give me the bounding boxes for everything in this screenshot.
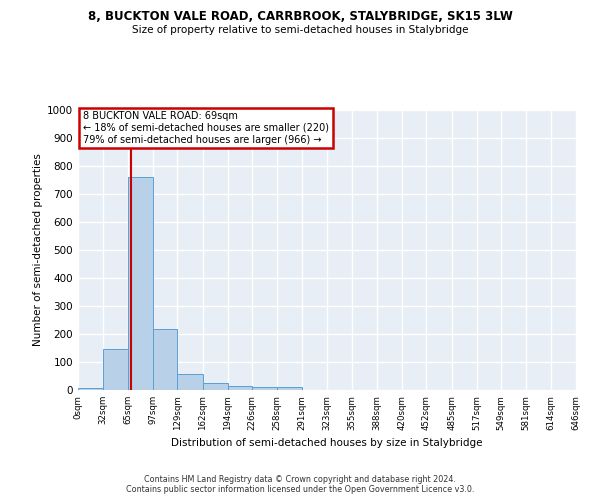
Bar	[203, 383, 227, 390]
X-axis label: Distribution of semi-detached houses by size in Stalybridge: Distribution of semi-detached houses by …	[171, 438, 483, 448]
Text: Contains HM Land Registry data © Crown copyright and database right 2024.
Contai: Contains HM Land Registry data © Crown c…	[126, 474, 474, 494]
Y-axis label: Number of semi-detached properties: Number of semi-detached properties	[33, 154, 43, 346]
Text: 8, BUCKTON VALE ROAD, CARRBROOK, STALYBRIDGE, SK15 3LW: 8, BUCKTON VALE ROAD, CARRBROOK, STALYBR…	[88, 10, 512, 23]
Text: Size of property relative to semi-detached houses in Stalybridge: Size of property relative to semi-detach…	[132, 25, 468, 35]
Bar	[78, 388, 103, 390]
Bar	[252, 386, 277, 390]
Bar	[178, 374, 203, 390]
Bar	[227, 386, 252, 390]
Bar	[103, 350, 128, 390]
Text: 8 BUCKTON VALE ROAD: 69sqm
← 18% of semi-detached houses are smaller (220)
79% o: 8 BUCKTON VALE ROAD: 69sqm ← 18% of semi…	[83, 112, 329, 144]
Bar	[153, 329, 178, 390]
Bar	[277, 386, 302, 390]
Bar	[128, 176, 153, 390]
